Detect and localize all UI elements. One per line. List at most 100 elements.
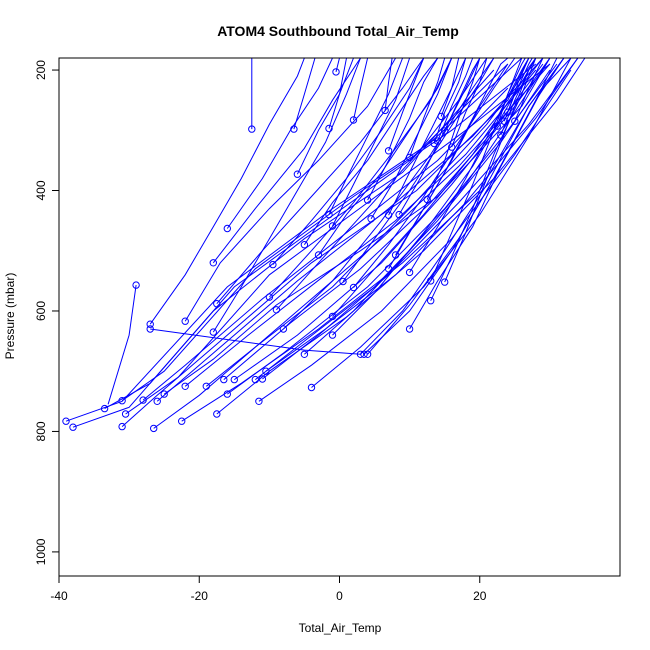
series-point-27 xyxy=(262,367,270,375)
series-line-39 xyxy=(332,58,411,227)
series-line-73 xyxy=(507,58,530,113)
x-tick-label: 0 xyxy=(336,589,343,603)
series-line-47 xyxy=(360,58,565,355)
series-line-34 xyxy=(304,58,551,355)
series-line-50 xyxy=(367,58,439,201)
series-point-26 xyxy=(258,375,267,383)
series-point-53 xyxy=(384,147,393,155)
series-point-56 xyxy=(391,251,400,259)
series-point-67 xyxy=(441,127,449,135)
series-line-14 xyxy=(184,58,397,322)
series-point-3 xyxy=(118,397,126,405)
series-line-71 xyxy=(500,58,537,136)
series-point-31 xyxy=(279,325,288,333)
series-point-11 xyxy=(160,390,168,398)
series-line-29 xyxy=(272,58,425,265)
series-line-16 xyxy=(212,58,361,264)
series-point-46 xyxy=(349,283,358,292)
series-point-18 xyxy=(213,410,221,418)
y-axis: 200 400 600 800 1000 xyxy=(34,60,60,565)
series-point-34 xyxy=(300,350,309,358)
series-point-71 xyxy=(497,131,505,139)
y-axis-label: Pressure (mbar) xyxy=(3,273,17,360)
y-tick-label: 800 xyxy=(34,421,48,441)
series-point-40 xyxy=(325,124,333,133)
series-line-74 xyxy=(514,58,544,122)
series-line-10 xyxy=(156,58,544,402)
series-line-3 xyxy=(121,63,537,402)
series-point-63 xyxy=(427,277,435,285)
series-point-0 xyxy=(62,417,70,425)
series-line-5 xyxy=(121,58,530,427)
series-point-6 xyxy=(150,424,158,433)
series-line-44 xyxy=(342,58,495,282)
series-point-29 xyxy=(269,260,277,269)
series-point-49 xyxy=(363,350,372,358)
series-point-5 xyxy=(118,422,126,431)
series-point-52 xyxy=(381,106,389,115)
series-point-36 xyxy=(307,383,316,392)
series-line-37 xyxy=(318,58,453,256)
series-point-66 xyxy=(437,112,445,121)
series-point-30 xyxy=(272,306,281,314)
series-point-9 xyxy=(146,325,154,333)
series-point-50 xyxy=(363,196,372,204)
series-line-62 xyxy=(430,58,537,301)
series-point-76 xyxy=(209,328,218,336)
series-point-1 xyxy=(69,423,77,431)
series-line-31 xyxy=(283,58,495,330)
series-line-75 xyxy=(149,58,305,325)
series-line-56 xyxy=(395,63,509,256)
x-axis: -40 -20 0 20 xyxy=(50,575,487,603)
series-point-61 xyxy=(423,195,431,204)
series-line-70 xyxy=(496,58,526,127)
series-line-26 xyxy=(262,58,579,380)
series-point-22 xyxy=(223,224,232,233)
series-line-67 xyxy=(444,58,481,132)
series-line-33 xyxy=(296,58,354,175)
series-point-28 xyxy=(265,293,274,301)
series-line-8 xyxy=(107,285,137,405)
series-point-19 xyxy=(220,375,228,384)
series-point-45 xyxy=(349,116,358,124)
series-point-68 xyxy=(441,278,449,286)
series-point-48 xyxy=(360,350,368,358)
series-point-4 xyxy=(121,410,130,418)
series-point-73 xyxy=(504,108,512,116)
series-point-15 xyxy=(202,382,211,390)
series-point-2 xyxy=(100,404,109,413)
series-line-49 xyxy=(367,58,572,355)
series-line-61 xyxy=(426,58,481,200)
series-point-59 xyxy=(405,268,414,277)
series-point-39 xyxy=(328,222,337,230)
x-tick-label: -40 xyxy=(50,589,68,603)
series-line-9 xyxy=(150,328,361,355)
series-line-52 xyxy=(384,58,393,111)
series-line-76 xyxy=(212,58,361,333)
series-point-74 xyxy=(511,117,519,125)
chart-title: ATOM4 Southbound Total_Air_Temp xyxy=(217,23,459,39)
series-point-35 xyxy=(300,241,309,249)
series-line-4 xyxy=(125,63,551,415)
x-tick-label: 20 xyxy=(473,589,487,603)
series-line-41 xyxy=(332,58,537,317)
y-tick-label: 400 xyxy=(34,180,48,200)
x-axis-label: Total_Air_Temp xyxy=(299,621,382,635)
series-point-24 xyxy=(251,375,260,384)
series-point-33 xyxy=(293,170,302,178)
series-point-38 xyxy=(325,210,333,219)
series-point-8 xyxy=(132,281,140,289)
series-line-38 xyxy=(328,58,404,215)
series-point-23 xyxy=(248,125,256,133)
series-point-16 xyxy=(209,259,218,267)
series-line-43 xyxy=(335,58,340,73)
series-point-47 xyxy=(356,350,365,358)
series-line-51 xyxy=(370,58,453,220)
series-line-45 xyxy=(353,58,369,121)
series-point-51 xyxy=(367,215,375,223)
series-point-70 xyxy=(493,122,501,130)
series-line-2 xyxy=(104,63,509,410)
series-point-41 xyxy=(328,312,337,321)
series-point-25 xyxy=(255,397,263,405)
